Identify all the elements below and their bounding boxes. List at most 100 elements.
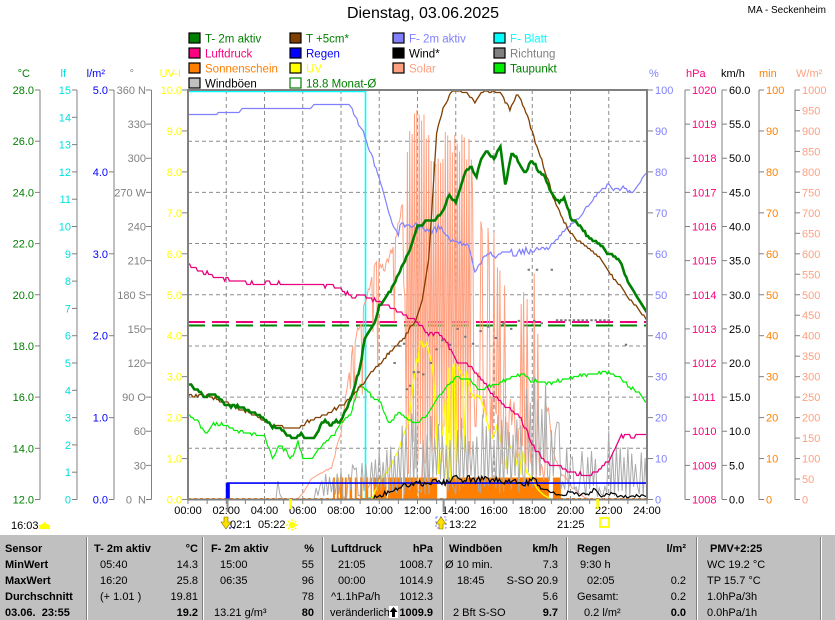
svg-text:100: 100: [655, 85, 673, 97]
svg-text:02:05: 02:05: [587, 575, 615, 587]
svg-text:15:00: 15:00: [220, 559, 248, 571]
svg-text:40: 40: [766, 331, 778, 343]
svg-text:3: 3: [65, 413, 71, 425]
svg-text:Taupunkt: Taupunkt: [510, 64, 557, 76]
svg-text:2.0: 2.0: [93, 331, 108, 343]
svg-text:150: 150: [802, 433, 820, 445]
svg-text:14.3: 14.3: [177, 559, 198, 571]
svg-text:0.0: 0.0: [729, 495, 744, 507]
svg-text:90 O: 90 O: [122, 392, 146, 404]
svg-text:4.0: 4.0: [167, 331, 182, 343]
svg-text:0.2: 0.2: [671, 591, 686, 603]
svg-text:UV-I: UV-I: [160, 68, 181, 80]
svg-text:18.0: 18.0: [13, 341, 34, 353]
svg-text:30: 30: [766, 372, 778, 384]
svg-text:330: 330: [128, 119, 146, 131]
svg-text:1014.9: 1014.9: [399, 575, 433, 587]
svg-text:13.21 g/m³: 13.21 g/m³: [214, 607, 267, 619]
svg-text:05:40: 05:40: [100, 559, 128, 571]
svg-text:13: 13: [59, 140, 71, 152]
svg-text:50: 50: [766, 290, 778, 302]
svg-text:02:00: 02:00: [212, 505, 240, 517]
svg-text:l/m²: l/m²: [666, 543, 686, 555]
svg-text:80: 80: [302, 607, 314, 619]
svg-text:1012.3: 1012.3: [399, 591, 433, 603]
svg-text:25.8: 25.8: [177, 575, 198, 587]
svg-text:100: 100: [802, 454, 820, 466]
svg-text:0.0: 0.0: [671, 607, 686, 619]
svg-text:13:22: 13:22: [449, 519, 477, 531]
svg-text:15.0: 15.0: [729, 392, 750, 404]
svg-text:50.0: 50.0: [729, 153, 750, 165]
svg-text:%: %: [649, 68, 659, 80]
svg-text:22:00: 22:00: [595, 505, 623, 517]
svg-text:15: 15: [59, 85, 71, 97]
svg-text:Ø 10 min.: Ø 10 min.: [445, 559, 493, 571]
svg-text:1.0: 1.0: [93, 413, 108, 425]
svg-text:3.0: 3.0: [93, 249, 108, 261]
svg-text:2.0: 2.0: [167, 413, 182, 425]
svg-text:7.3: 7.3: [543, 559, 558, 571]
svg-text:120: 120: [128, 358, 146, 370]
svg-text:06:35: 06:35: [220, 575, 248, 587]
svg-text:5.0: 5.0: [167, 290, 182, 302]
svg-text:1018: 1018: [692, 153, 716, 165]
svg-text:40: 40: [655, 331, 667, 343]
svg-text:TP 15.7 °C: TP 15.7 °C: [707, 575, 761, 587]
svg-text:F- Blatt: F- Blatt: [510, 34, 548, 46]
svg-text:850: 850: [802, 146, 820, 158]
svg-text:Durchschnitt: Durchschnitt: [5, 591, 73, 603]
svg-text:78: 78: [302, 591, 314, 603]
svg-text:T- 2m aktiv: T- 2m aktiv: [205, 34, 261, 46]
svg-text:600: 600: [802, 249, 820, 261]
svg-text:12: 12: [59, 167, 71, 179]
svg-text:T- 2m aktiv: T- 2m aktiv: [94, 543, 152, 555]
svg-text:9.7: 9.7: [543, 607, 558, 619]
svg-text:210: 210: [128, 256, 146, 268]
svg-text:240: 240: [128, 222, 146, 234]
svg-text:F- 2m aktiv: F- 2m aktiv: [409, 34, 466, 46]
svg-text:35.0: 35.0: [729, 256, 750, 268]
svg-text:90: 90: [766, 126, 778, 138]
svg-text:0.2 l/m²: 0.2 l/m²: [584, 607, 621, 619]
svg-text:60: 60: [655, 249, 667, 261]
svg-text:Windböen: Windböen: [449, 543, 502, 555]
svg-text:1.0: 1.0: [167, 454, 182, 466]
svg-text:350: 350: [802, 351, 820, 363]
svg-text:08:00: 08:00: [327, 505, 355, 517]
svg-text:Sonnenschein: Sonnenschein: [205, 64, 278, 76]
svg-text:1017: 1017: [692, 187, 716, 199]
svg-text:km/h: km/h: [721, 68, 745, 80]
svg-text:9: 9: [65, 249, 71, 261]
svg-text:W/m²: W/m²: [796, 68, 823, 80]
svg-text:50: 50: [802, 474, 814, 486]
svg-text:%: %: [304, 543, 314, 555]
svg-text:10: 10: [766, 454, 778, 466]
svg-text:1015: 1015: [692, 256, 716, 268]
svg-text:950: 950: [802, 106, 820, 118]
svg-text:^1.1hPa/h: ^1.1hPa/h: [331, 591, 380, 603]
svg-text:700: 700: [802, 208, 820, 220]
svg-text:40.0: 40.0: [729, 222, 750, 234]
svg-text:250: 250: [802, 392, 820, 404]
svg-text:2 Bft S-SO: 2 Bft S-SO: [453, 607, 506, 619]
svg-text:300: 300: [128, 153, 146, 165]
svg-text:1020: 1020: [692, 85, 716, 97]
svg-text:F- 2m aktiv: F- 2m aktiv: [211, 543, 269, 555]
svg-text:min: min: [759, 68, 777, 80]
svg-text:°C: °C: [18, 68, 30, 80]
svg-text:18:45: 18:45: [457, 575, 485, 587]
svg-text:0: 0: [802, 495, 808, 507]
svg-text:50: 50: [655, 290, 667, 302]
svg-text:12:00: 12:00: [404, 505, 432, 517]
svg-text:650: 650: [802, 228, 820, 240]
svg-text:1016: 1016: [692, 222, 716, 234]
svg-text:l/m²: l/m²: [87, 68, 106, 80]
svg-text:Luftdruck: Luftdruck: [331, 543, 383, 555]
svg-text:03.06. 23:55: 03.06. 23:55: [5, 607, 70, 619]
svg-text:16:00: 16:00: [480, 505, 508, 517]
svg-text:30: 30: [655, 372, 667, 384]
svg-text:1010: 1010: [692, 426, 716, 438]
svg-text:200: 200: [802, 413, 820, 425]
svg-text:24:00: 24:00: [633, 505, 661, 517]
